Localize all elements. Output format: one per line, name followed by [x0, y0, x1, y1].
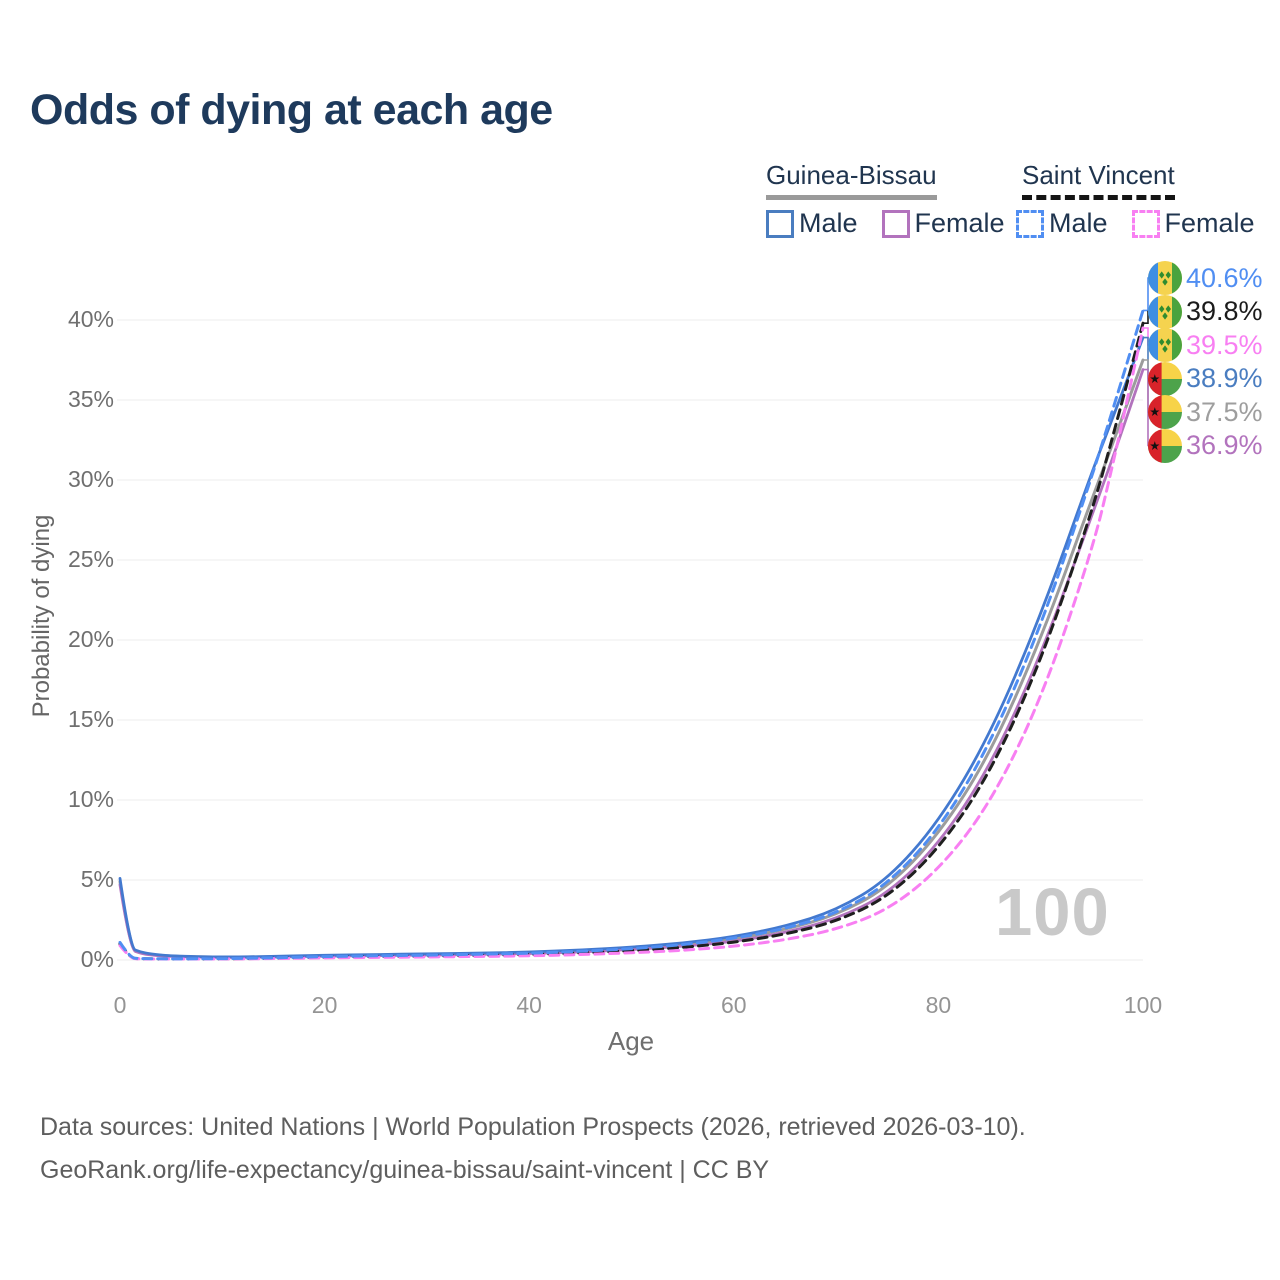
legend-item-guinea-bissau-female[interactable]: Female	[881, 208, 1005, 239]
y-tick-label: 25%	[67, 546, 114, 572]
series-line-guinea-bissau-female	[118, 368, 1145, 959]
y-tick-label: 10%	[67, 786, 114, 812]
x-axis-title: Age	[607, 1026, 655, 1056]
legend-group-guinea-bissau: Guinea-Bissau Male Female	[766, 160, 1005, 239]
y-tick-label: 20%	[67, 626, 114, 652]
saint-vincent-flag-icon	[1148, 261, 1182, 295]
legend-item-label: Male	[1049, 208, 1108, 238]
saint-vincent-flag-icon	[1148, 294, 1182, 329]
end-label-saint-vincent-female: 39.5%	[1148, 328, 1263, 362]
legend-country-saint-vincent: Saint Vincent	[1022, 160, 1175, 200]
end-value-text: 39.8%	[1186, 296, 1263, 326]
legend-item-label: Female	[1164, 208, 1255, 238]
footer: Data sources: United Nations | World Pop…	[40, 1106, 1026, 1191]
x-tick-label: 60	[721, 992, 747, 1018]
y-tick-label: 15%	[67, 706, 114, 732]
age-watermark: 100	[995, 875, 1110, 950]
guinea-bissau-flag-icon	[1148, 428, 1182, 463]
dashed-square-swatch-icon	[1016, 209, 1044, 238]
end-value-text: 37.5%	[1186, 396, 1263, 427]
end-value-text: 36.9%	[1186, 430, 1263, 460]
end-label-saint-vincent: 39.8%	[1148, 294, 1263, 329]
end-label-guinea-bissau-female: 36.9%	[1148, 428, 1263, 463]
legend-item-label: Male	[799, 208, 858, 238]
series-line-saint-vincent	[118, 321, 1145, 961]
series-line-guinea-bissau-male	[118, 336, 1145, 959]
guinea-bissau-flag-icon	[1148, 361, 1182, 396]
x-tick-label: 100	[1123, 992, 1163, 1018]
x-tick-label: 0	[113, 992, 127, 1018]
legend-country-guinea-bissau: Guinea-Bissau	[766, 160, 937, 200]
legend-group-saint-vincent: Saint Vincent Male Female	[1016, 160, 1255, 239]
end-label-guinea-bissau: 37.5%	[1148, 395, 1263, 429]
solid-square-swatch-icon	[766, 209, 794, 238]
guinea-bissau-flag-icon	[1148, 395, 1182, 429]
series-line-saint-vincent-female	[118, 326, 1145, 961]
attribution-line: GeoRank.org/life-expectancy/guinea-bissa…	[40, 1155, 770, 1184]
end-value-text: 39.5%	[1186, 329, 1263, 360]
data-sources-line: Data sources: United Nations | World Pop…	[40, 1113, 1026, 1141]
series-line-saint-vincent-male	[118, 308, 1145, 961]
end-label-saint-vincent-male: 40.6%	[1148, 261, 1263, 295]
legend-item-label: Female	[914, 208, 1005, 238]
x-tick-label: 40	[516, 992, 542, 1018]
y-tick-label: 30%	[67, 466, 114, 492]
series-line-guinea-bissau	[118, 358, 1145, 959]
y-tick-label: 35%	[67, 386, 114, 412]
end-value-text: 40.6%	[1186, 262, 1263, 293]
saint-vincent-flag-icon	[1148, 328, 1182, 362]
page-title: Odds of dying at each age	[30, 86, 553, 134]
x-axis-ticks: 0 20 40 60 80 100	[0, 992, 1280, 1022]
solid-square-swatch-icon	[881, 209, 910, 238]
y-tick-label: 0%	[80, 946, 114, 972]
x-tick-label: 80	[925, 992, 952, 1018]
legend-item-guinea-bissau-male[interactable]: Male	[766, 208, 858, 239]
end-value-text: 38.9%	[1186, 363, 1263, 393]
y-tick-label: 40%	[67, 306, 114, 332]
legend-item-saint-vincent-female[interactable]: Female	[1131, 208, 1255, 239]
legend-item-saint-vincent-male[interactable]: Male	[1016, 208, 1108, 239]
end-label-guinea-bissau-male: 38.9%	[1148, 361, 1263, 396]
y-tick-label: 5%	[80, 866, 114, 892]
dashed-square-swatch-icon	[1131, 209, 1160, 238]
x-tick-label: 20	[311, 992, 338, 1018]
